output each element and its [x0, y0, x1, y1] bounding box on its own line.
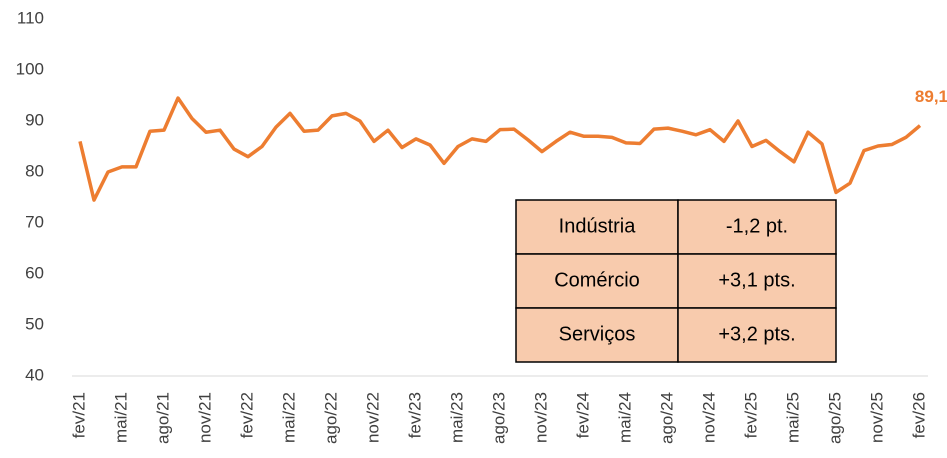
table-text: Serviços [559, 323, 636, 345]
x-tick-label: fev/25 [741, 392, 760, 438]
x-tick-label: mai/24 [615, 392, 634, 443]
table-text: +3,2 pts. [718, 323, 795, 345]
x-tick-label: fev/21 [69, 392, 88, 438]
x-tick-label: ago/24 [657, 392, 676, 444]
x-tick-label: nov/24 [699, 392, 718, 443]
x-tick-label: nov/25 [867, 392, 886, 443]
table-cell [677, 307, 837, 363]
y-tick-label: 90 [25, 110, 44, 129]
x-tick-label: fev/26 [909, 392, 928, 438]
x-tick-label: nov/21 [195, 392, 214, 443]
x-tick-label: mai/23 [447, 392, 466, 443]
x-tick-label: nov/23 [531, 392, 550, 443]
x-tick-label: mai/21 [111, 392, 130, 443]
table-cell [677, 199, 837, 255]
data-label: 89,1 [915, 87, 947, 106]
y-tick-label: 80 [25, 161, 44, 180]
x-tick-label: ago/21 [153, 392, 172, 444]
y-tick-label: 100 [16, 59, 44, 78]
x-tick-label: fev/24 [573, 392, 592, 438]
y-tick-label: 40 [25, 365, 44, 384]
x-tick-label: ago/23 [489, 392, 508, 444]
x-tick-label: ago/25 [825, 392, 844, 444]
x-tick-label: fev/22 [237, 392, 256, 438]
x-tick-label: nov/22 [363, 392, 382, 443]
table-text: Comércio [554, 269, 640, 291]
x-tick-label: fev/23 [405, 392, 424, 438]
y-tick-label: 50 [25, 314, 44, 333]
table-text: Indústria [559, 215, 637, 237]
y-tick-label: 110 [17, 8, 44, 27]
table-cell [677, 253, 837, 309]
table-text: -1,2 pt. [726, 215, 788, 237]
x-tick-label: mai/25 [783, 392, 802, 443]
y-tick-label: 70 [25, 212, 44, 231]
x-tick-label: ago/22 [321, 392, 340, 444]
series-line [78, 96, 922, 202]
x-tick-label: mai/22 [279, 392, 298, 443]
table-text: +3,1 pts. [718, 269, 795, 291]
y-tick-label: 60 [25, 263, 44, 282]
